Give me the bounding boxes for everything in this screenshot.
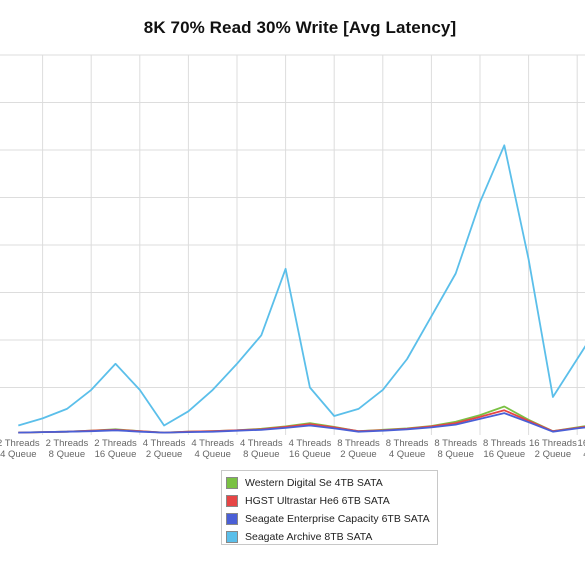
legend-label: Seagate Enterprise Capacity 6TB SATA: [245, 513, 430, 525]
x-tick-label: 16 Threads: [529, 438, 577, 449]
legend-swatch: [226, 531, 238, 543]
legend-swatch: [226, 495, 238, 507]
x-tick-label: 4 Queue: [389, 449, 425, 460]
series-line-3: [18, 412, 585, 434]
legend-item: Seagate Enterprise Capacity 6TB SATA: [226, 510, 437, 528]
x-tick-label: 4 Queue: [0, 449, 36, 460]
chart-legend: Western Digital Se 4TB SATA HGST Ultrasta…: [221, 470, 438, 545]
legend-label: HGST Ultrastar He6 6TB SATA: [245, 495, 390, 507]
legend-item: Seagate Archive 8TB SATA: [226, 528, 437, 546]
x-tick-label: 4 Threads: [143, 438, 186, 449]
x-tick-label: 8 Threads: [386, 438, 429, 449]
legend-swatch: [226, 477, 238, 489]
x-tick-label: 4 Threads: [240, 438, 283, 449]
chart-grid: [0, 54, 585, 435]
x-tick-label: 4 Threads: [289, 438, 332, 449]
x-tick-label: 16 Queue: [289, 449, 331, 460]
x-tick-label: 4 Threads: [191, 438, 234, 449]
legend-label: Western Digital Se 4TB SATA: [245, 477, 383, 489]
x-tick-label: 8 Queue: [243, 449, 279, 460]
series-line-4: [18, 144, 585, 427]
x-tick-label: 8 Queue: [49, 449, 85, 460]
x-tick-label: 4 Queue: [583, 449, 585, 460]
chart-title: 8K 70% Read 30% Write [Avg Latency]: [143, 18, 457, 37]
x-tick-label: 2 Queue: [146, 449, 182, 460]
legend-item: Western Digital Se 4TB SATA: [226, 474, 437, 492]
x-tick-label: 4 Queue: [194, 449, 230, 460]
legend-item: HGST Ultrastar He6 6TB SATA: [226, 492, 437, 510]
legend-swatch: [226, 513, 238, 525]
x-tick-label: 2 Threads: [46, 438, 89, 449]
x-tick-label: 16 Threads: [578, 438, 585, 449]
x-tick-label: 8 Threads: [483, 438, 526, 449]
chart-series: [18, 144, 585, 434]
x-tick-label: 2 Threads: [0, 438, 40, 449]
x-tick-label: 8 Queue: [437, 449, 473, 460]
x-tick-label: 2 Queue: [340, 449, 376, 460]
x-tick-label: 8 Threads: [434, 438, 477, 449]
x-tick-label: 2 Threads: [94, 438, 137, 449]
series-line-1: [18, 405, 585, 434]
legend-label: Seagate Archive 8TB SATA: [245, 531, 373, 543]
x-tick-label: 16 Queue: [95, 449, 137, 460]
x-tick-label: 8 Threads: [337, 438, 380, 449]
x-tick-label: 16 Queue: [483, 449, 525, 460]
x-tick-label: 2 Queue: [535, 449, 571, 460]
